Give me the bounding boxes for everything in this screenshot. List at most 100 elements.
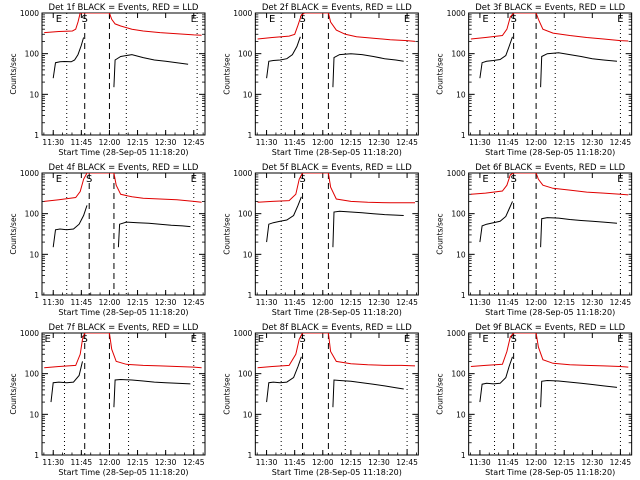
interval-marker-label: E xyxy=(482,14,488,25)
x-tick-label: 12:45 xyxy=(396,138,418,147)
y-tick-label: 100 xyxy=(451,210,466,219)
panel-title: Det 3f BLACK = Events, RED = LLD xyxy=(475,3,625,13)
x-tick-label: 12:45 xyxy=(183,138,205,147)
events-series-line xyxy=(332,379,404,408)
y-tick-label: 10 xyxy=(456,90,466,99)
y-axis-label: Counts/sec xyxy=(436,373,445,414)
x-axis-label: Start Time (28-Sep-05 11:18:20) xyxy=(58,468,188,477)
y-tick-label: 100 xyxy=(238,210,253,219)
x-tick-label: 11:30 xyxy=(256,458,278,467)
lld-series-line xyxy=(44,333,202,369)
events-series-line xyxy=(52,37,85,79)
y-tick-label: 10 xyxy=(29,250,39,259)
x-tick-label: 12:45 xyxy=(610,458,632,467)
y-tick-label: 100 xyxy=(451,50,466,59)
panel-title: Det 8f BLACK = Events, RED = LLD xyxy=(262,323,412,333)
plot-frame xyxy=(254,172,419,296)
y-tick-label: 1 xyxy=(34,131,39,140)
x-tick-label: 12:00 xyxy=(525,298,547,307)
plot-frame xyxy=(41,172,206,296)
y-tick-label: 1000 xyxy=(20,9,39,18)
x-tick-label: 12:00 xyxy=(99,458,121,467)
x-tick-label: 12:15 xyxy=(340,298,362,307)
x-axis-label: Start Time (28-Sep-05 11:18:20) xyxy=(485,468,615,477)
panel-title: Det 9f BLACK = Events, RED = LLD xyxy=(475,323,625,333)
x-tick-label: 11:30 xyxy=(256,138,278,147)
interval-marker-label: E xyxy=(617,174,623,185)
y-tick-label: 10 xyxy=(243,250,253,259)
interval-marker-label: S xyxy=(86,174,92,185)
lld-series-line xyxy=(44,173,202,203)
plot-frame xyxy=(468,12,633,136)
plot-frame xyxy=(254,332,419,456)
events-series-line xyxy=(332,53,404,88)
interval-marker-label: S xyxy=(510,174,516,185)
detector-panel-7: Det 7f BLACK = Events, RED = LLD 1 10 100 10… xyxy=(9,323,206,477)
y-axis-label: Counts/sec xyxy=(436,213,445,254)
y-axis-label: Counts/sec xyxy=(9,53,18,94)
y-tick-label: 100 xyxy=(25,370,40,379)
x-tick-label: 12:00 xyxy=(99,138,121,147)
x-tick-label: 12:30 xyxy=(155,458,177,467)
events-series-line xyxy=(540,379,618,408)
x-tick-label: 12:30 xyxy=(155,138,177,147)
panel-title: Det 5f BLACK = Events, RED = LLD xyxy=(262,163,412,173)
lld-series-line xyxy=(257,173,415,204)
interval-marker-label: E xyxy=(269,14,275,25)
x-axis-label: Start Time (28-Sep-05 11:18:20) xyxy=(272,148,402,157)
x-tick-label: 12:15 xyxy=(340,138,362,147)
x-tick-label: 11:30 xyxy=(42,138,64,147)
x-tick-label: 11:45 xyxy=(284,458,306,467)
x-tick-label: 12:45 xyxy=(183,458,205,467)
y-tick-label: 100 xyxy=(238,50,253,59)
y-tick-label: 10 xyxy=(29,410,39,419)
x-tick-label: 12:30 xyxy=(368,138,390,147)
events-series-line xyxy=(332,210,404,248)
y-tick-label: 1 xyxy=(248,131,253,140)
interval-marker-label: S xyxy=(299,334,305,345)
lld-series-line xyxy=(470,13,629,42)
y-tick-label: 1 xyxy=(461,451,466,460)
interval-marker-label: S xyxy=(510,14,516,25)
interval-marker-label: E xyxy=(56,174,62,185)
lld-series-line xyxy=(257,333,416,369)
y-tick-label: 1000 xyxy=(20,329,39,338)
y-tick-label: 10 xyxy=(243,90,253,99)
y-axis-label: Counts/sec xyxy=(436,53,445,94)
lld-series-line xyxy=(257,13,416,42)
lld-series-line xyxy=(470,333,629,368)
x-tick-label: 12:00 xyxy=(525,458,547,467)
panel-title: Det 6f BLACK = Events, RED = LLD xyxy=(475,163,625,173)
detector-panel-5: Det 5f BLACK = Events, RED = LLD 1 10 100 10… xyxy=(222,163,419,317)
events-series-line xyxy=(479,201,513,243)
interval-marker-label: E xyxy=(191,174,197,185)
y-axis-label: Counts/sec xyxy=(222,213,231,254)
x-tick-label: 11:30 xyxy=(42,458,64,467)
y-tick-label: 10 xyxy=(456,250,466,259)
panel-title: Det 2f BLACK = Events, RED = LLD xyxy=(262,3,412,13)
x-tick-label: 12:45 xyxy=(183,298,205,307)
interval-marker-label: E xyxy=(617,334,623,345)
detector-panel-2: Det 2f BLACK = Events, RED = LLD 1 10 100 10… xyxy=(222,3,419,157)
x-tick-label: 12:00 xyxy=(312,458,334,467)
interval-marker-label: E xyxy=(56,14,62,25)
x-tick-label: 11:45 xyxy=(284,138,306,147)
panel-title: Det 1f BLACK = Events, RED = LLD xyxy=(49,3,199,13)
x-tick-label: 11:30 xyxy=(256,298,278,307)
interval-marker-label: E xyxy=(482,174,488,185)
y-tick-label: 1000 xyxy=(233,169,252,178)
x-tick-label: 11:45 xyxy=(71,298,93,307)
y-tick-label: 1 xyxy=(34,451,39,460)
events-series-line xyxy=(266,356,302,403)
interval-marker-label: S xyxy=(299,14,305,25)
x-tick-label: 12:45 xyxy=(610,298,632,307)
events-series-line xyxy=(266,36,301,79)
x-tick-label: 12:15 xyxy=(553,138,575,147)
x-tick-label: 12:30 xyxy=(582,298,604,307)
y-tick-label: 100 xyxy=(25,50,40,59)
y-tick-label: 1 xyxy=(248,291,253,300)
events-series-line xyxy=(540,52,618,88)
x-tick-label: 11:45 xyxy=(284,298,306,307)
x-axis-label: Start Time (28-Sep-05 11:18:20) xyxy=(485,308,615,317)
